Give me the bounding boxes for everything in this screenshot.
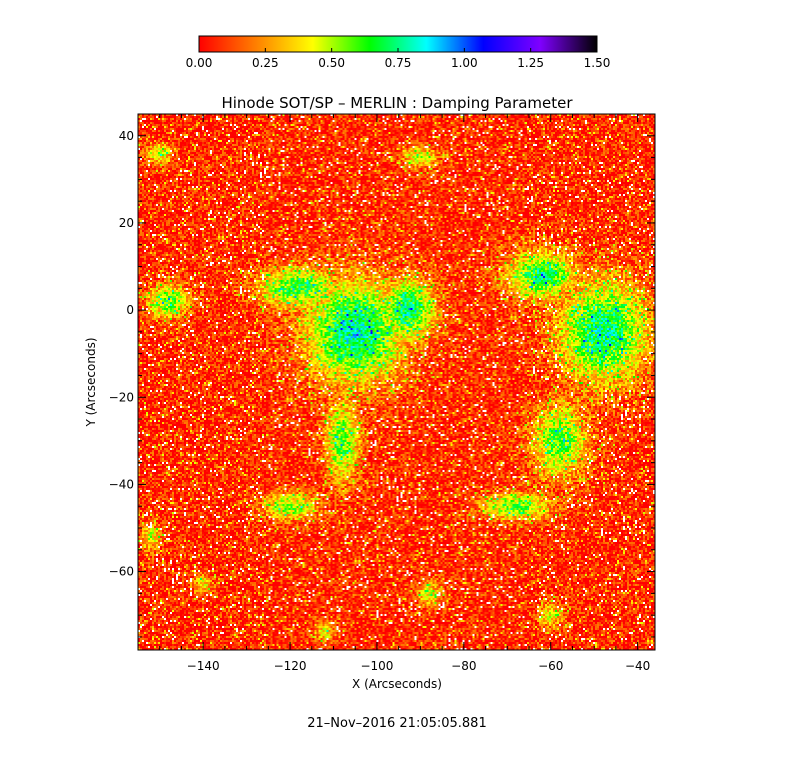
colorbar-tick-label: 0.00 (186, 56, 213, 70)
y-tick-label: 0 (126, 303, 134, 317)
colorbar: 0.00 0.25 0.50 0.75 1.00 1.25 1.50 (186, 35, 611, 70)
y-tick-label: −40 (109, 477, 134, 491)
colorbar-tick-label: 0.75 (385, 56, 412, 70)
x-tick-label: −100 (360, 659, 393, 673)
colorbar-tick-label: 0.50 (318, 56, 345, 70)
chart-title: Hinode SOT/SP – MERLIN : Damping Paramet… (221, 94, 573, 112)
colorbar-tick-label: 1.00 (451, 56, 478, 70)
y-axis-label: Y (Arcseconds) (84, 337, 98, 427)
heatmap (138, 114, 655, 650)
x-tick-label: −40 (625, 659, 650, 673)
y-tick-label: 20 (119, 216, 134, 230)
x-tick-label: −80 (451, 659, 476, 673)
colorbar-tick-label: 1.50 (584, 56, 611, 70)
x-axis: −140 −120 −100 −80 −60 −40 (137, 114, 650, 673)
y-tick-label: −20 (109, 390, 134, 404)
timestamp: 21–Nov–2016 21:05:05.881 (307, 716, 486, 731)
x-tick-label: −120 (274, 659, 307, 673)
x-tick-label: −140 (187, 659, 220, 673)
colorbar-ticks: 0.00 0.25 0.50 0.75 1.00 1.25 1.50 (186, 48, 611, 70)
x-axis-label: X (Arcseconds) (352, 677, 442, 691)
x-tick-label: −60 (538, 659, 563, 673)
y-tick-label: 40 (119, 129, 134, 143)
y-tick-label: −60 (109, 565, 134, 579)
heatmap-image (138, 114, 655, 650)
plot-frame (137, 113, 656, 651)
colorbar-tick-label: 0.25 (252, 56, 279, 70)
y-axis: 40 20 0 −20 −40 −60 (109, 113, 655, 638)
colorbar-tick-label: 1.25 (517, 56, 544, 70)
